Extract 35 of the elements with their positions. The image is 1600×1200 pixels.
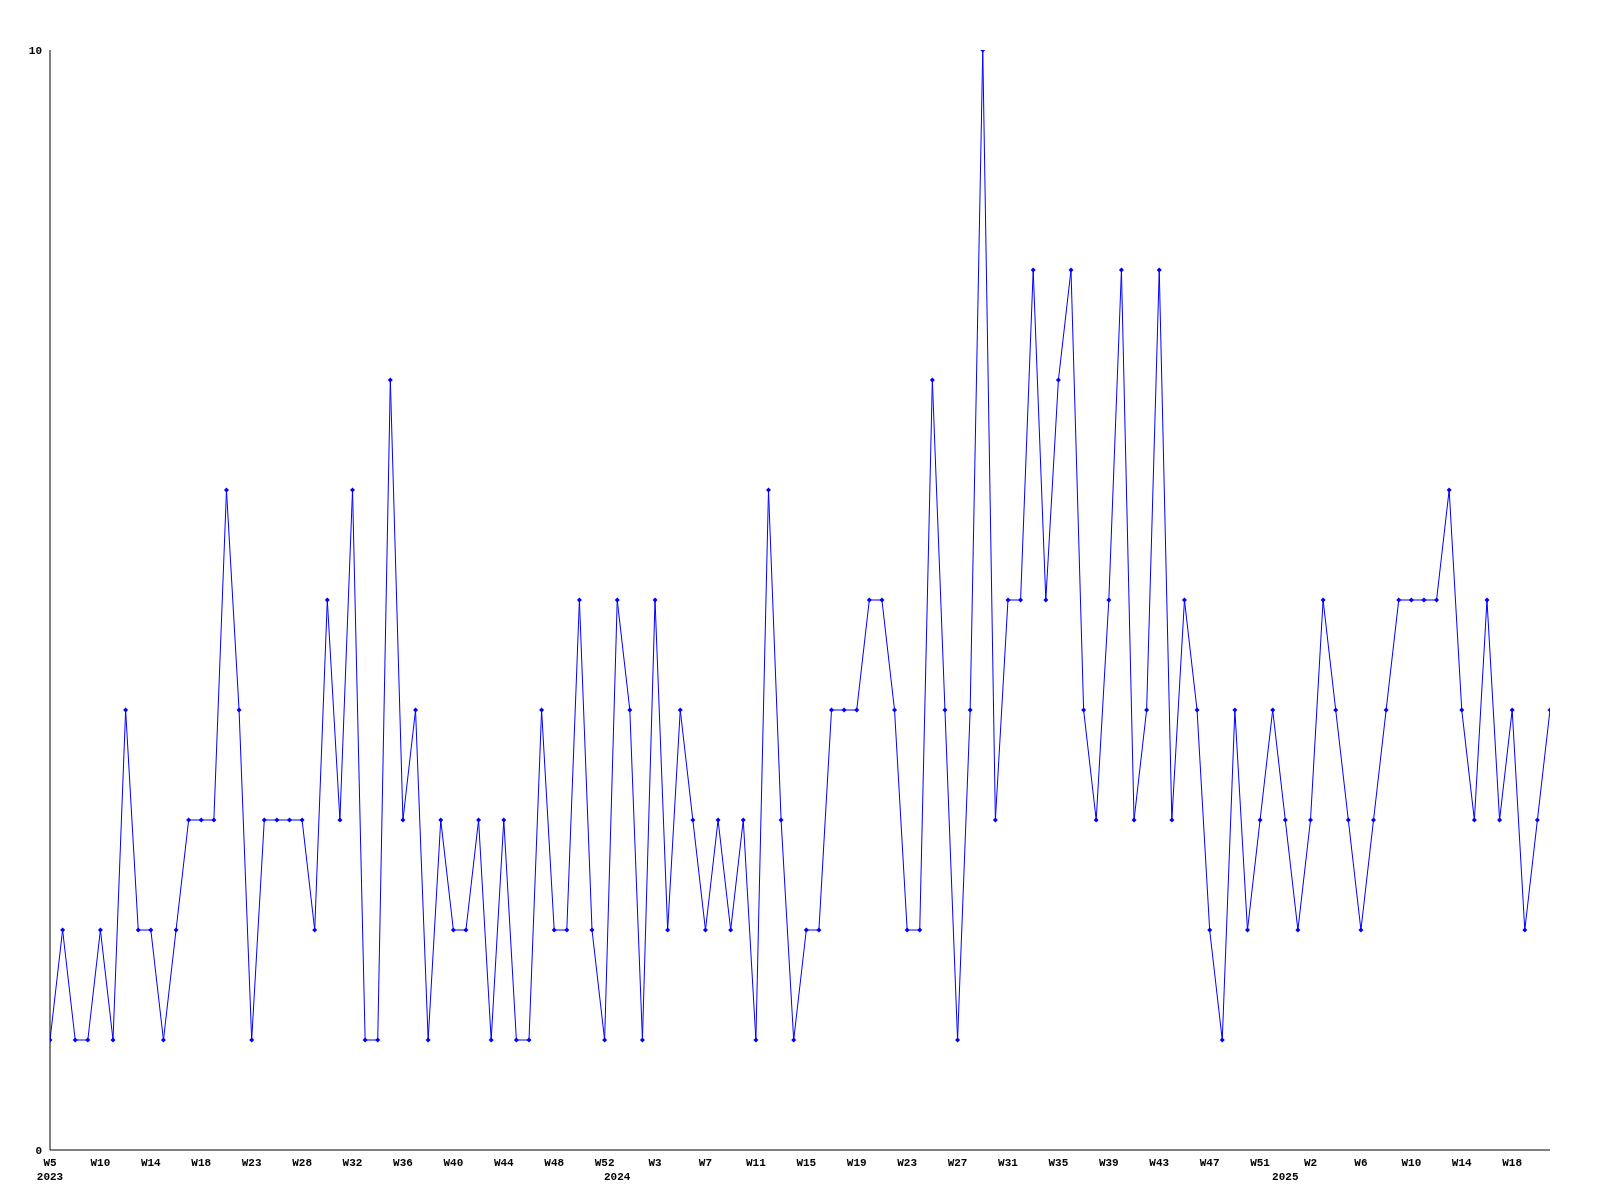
x-tick-label: W23 xyxy=(241,1156,262,1169)
x-tick-label: W14 xyxy=(1451,1156,1473,1169)
x-tick-label: W39 xyxy=(1098,1156,1119,1169)
x-tick-label: W36 xyxy=(393,1156,413,1169)
text: 2024 xyxy=(604,1171,631,1183)
x-tick-label: W43 xyxy=(1149,1156,1170,1169)
x-tick-label: W10 xyxy=(1401,1156,1422,1169)
x-tick-label: W51 xyxy=(1250,1156,1271,1169)
x-tick-label: W18 xyxy=(191,1156,212,1169)
text: 2025 xyxy=(1272,1171,1299,1183)
x-tick-label: W40 xyxy=(443,1156,464,1169)
x-tick-label: W14 xyxy=(140,1156,162,1169)
x-tick-label: W3 xyxy=(648,1156,663,1169)
x-tick-label: W48 xyxy=(544,1156,565,1169)
x-tick-label: W27 xyxy=(947,1156,968,1169)
x-tick-label: W11 xyxy=(745,1156,767,1169)
x-tick-label: W10 xyxy=(90,1156,111,1169)
x-tick-label: W18 xyxy=(1502,1156,1523,1169)
x-tick-label: W35 xyxy=(1048,1156,1069,1169)
x-tick-label: W31 xyxy=(998,1156,1019,1169)
x-tick-label: W52 xyxy=(594,1156,615,1169)
x-tick-label: W5 xyxy=(43,1156,57,1169)
x-tick-label: W32 xyxy=(342,1156,363,1169)
y-tick-label: 0 xyxy=(35,1144,42,1157)
x-tick-label: W7 xyxy=(698,1156,713,1169)
x-tick-label: W19 xyxy=(846,1156,867,1169)
x-tick-label: W47 xyxy=(1199,1156,1220,1169)
x-tick-label: W6 xyxy=(1354,1156,1368,1169)
x-tick-label: W2 xyxy=(1303,1156,1318,1169)
x-tick-label: W23 xyxy=(897,1156,918,1169)
x-tick-label: W15 xyxy=(796,1156,817,1169)
text: 2023 xyxy=(36,1171,64,1183)
y-tick-label: 10 xyxy=(28,44,42,57)
x-tick-label: W44 xyxy=(493,1156,515,1169)
x-tick-label: W28 xyxy=(292,1156,313,1169)
